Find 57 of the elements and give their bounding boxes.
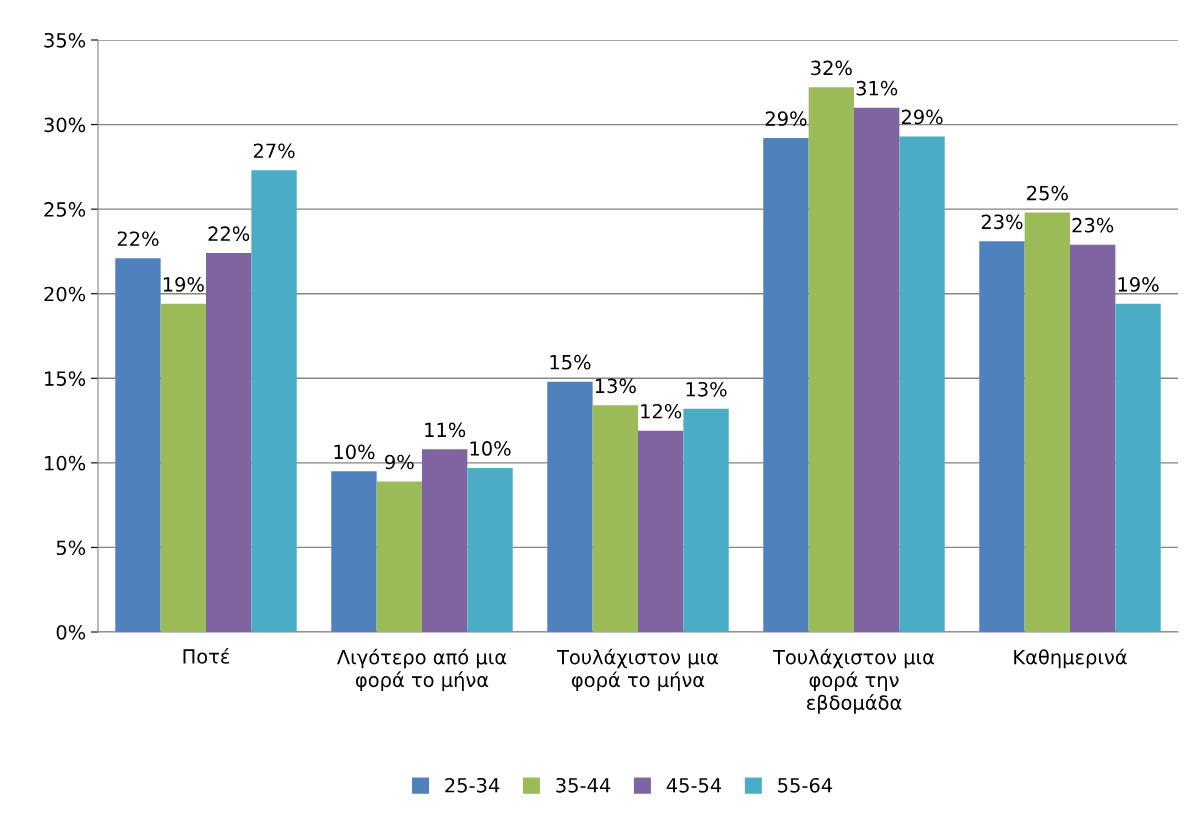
- x-tick-label: Τουλάχιστον μια φορά την εβδομάδα: [772, 648, 935, 714]
- data-label: 22%: [117, 231, 159, 247]
- y-tick-label: 15%: [45, 371, 86, 386]
- bar: [1115, 303, 1161, 632]
- data-label: 11%: [425, 422, 466, 438]
- bar: [376, 481, 422, 632]
- legend-label: 25-34: [445, 777, 500, 793]
- x-tick-label: Λιγότερο από μια φορά το μήνα: [337, 648, 507, 691]
- legend-label: 45-54: [666, 778, 722, 793]
- bar: [899, 136, 945, 632]
- bar: [1024, 212, 1070, 632]
- data-label: 25%: [1027, 185, 1068, 201]
- bar: [683, 408, 729, 632]
- x-tick-label: Καθημερινά: [1014, 648, 1127, 669]
- bar: [331, 471, 377, 632]
- data-label: 10%: [470, 441, 511, 456]
- data-label: 29%: [901, 109, 943, 125]
- data-label: 32%: [811, 60, 852, 76]
- y-tick-label: 20%: [44, 286, 86, 302]
- data-label: 10%: [334, 444, 375, 460]
- bar: [206, 253, 252, 632]
- data-label: 22%: [208, 226, 250, 242]
- data-label: 13%: [595, 378, 636, 394]
- legend-label: 35-44: [556, 777, 611, 793]
- y-tick-label: 10%: [45, 455, 86, 471]
- bar: [638, 430, 684, 632]
- bar: [979, 241, 1025, 632]
- bar: [547, 381, 593, 632]
- y-tick-label: 25%: [44, 202, 86, 217]
- bar: [1070, 244, 1116, 632]
- x-tick-label: Ποτέ: [183, 647, 230, 664]
- bar: [854, 107, 900, 632]
- bar: [160, 303, 206, 632]
- bar: [592, 405, 638, 632]
- x-tick-label: Τουλάχιστον μια φορά το μήνα: [556, 648, 719, 691]
- bar: [763, 138, 809, 632]
- y-tick-label: 35%: [44, 32, 86, 48]
- bar: [467, 467, 513, 632]
- bar: [808, 87, 854, 632]
- data-label: 31%: [856, 80, 898, 96]
- bar: [422, 449, 468, 632]
- y-tick-label: 0%: [56, 624, 86, 640]
- data-label: 27%: [253, 143, 295, 159]
- legend-label: 55-64: [778, 777, 833, 793]
- data-label: 19%: [163, 277, 204, 292]
- data-label: 9%: [385, 454, 414, 470]
- data-label: 19%: [1118, 277, 1159, 292]
- bar: [251, 170, 297, 632]
- data-label: 12%: [641, 403, 682, 419]
- y-tick-label: 5%: [56, 540, 86, 556]
- data-label: 23%: [981, 214, 1023, 230]
- data-label: 23%: [1072, 217, 1114, 233]
- bar: [115, 258, 161, 632]
- y-tick-label: 30%: [44, 117, 86, 133]
- data-label: 29%: [765, 111, 807, 126]
- data-label: 13%: [686, 381, 727, 397]
- data-label: 15%: [550, 354, 591, 370]
